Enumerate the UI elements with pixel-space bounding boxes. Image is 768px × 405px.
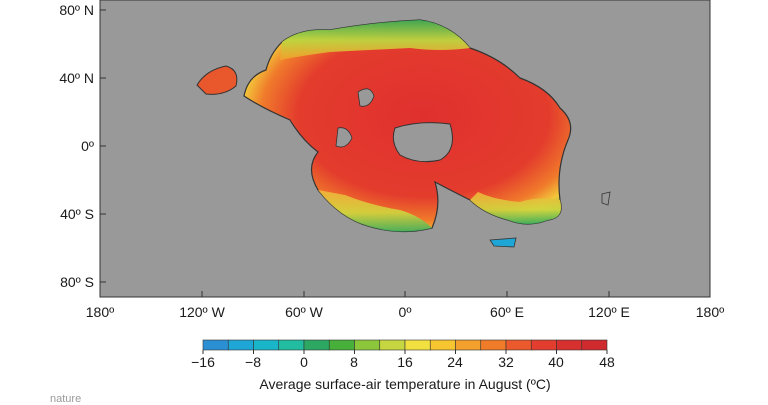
colorbar-segment bbox=[556, 339, 583, 351]
x-tick-label: 120º W bbox=[179, 304, 225, 320]
colorbar-segment bbox=[429, 339, 456, 351]
colorbar-tick-label: −8 bbox=[245, 354, 261, 370]
colorbar-tick-label: 0 bbox=[300, 354, 308, 370]
y-tick-label: 80º N bbox=[59, 2, 94, 18]
colorbar-label: Average surface-air temperature in Augus… bbox=[259, 376, 550, 392]
y-tick-label: 40º S bbox=[60, 206, 94, 222]
x-tick-label: 60º E bbox=[490, 304, 524, 320]
colorbar-segment bbox=[530, 339, 557, 351]
colorbar-segment bbox=[328, 339, 355, 351]
colorbar-segment bbox=[379, 339, 406, 351]
y-axis-labels: 80º N 40º N 0º 40º S 80º S bbox=[59, 2, 94, 290]
colorbar-tick-labels: −16 −8 0 8 16 24 32 40 48 bbox=[191, 354, 615, 370]
colorbar-tick-label: −16 bbox=[191, 354, 215, 370]
x-tick-label: 0º bbox=[399, 304, 412, 320]
x-tick-label: 180º bbox=[86, 304, 114, 320]
x-tick-label: 180º bbox=[696, 304, 724, 320]
colorbar-tick-label: 32 bbox=[498, 354, 514, 370]
colorbar-segment bbox=[480, 339, 507, 351]
colorbar-segment bbox=[202, 339, 229, 351]
y-axis bbox=[100, 9, 106, 283]
x-axis-labels: 180º 120º W 60º W 0º 60º E 120º E 180º bbox=[86, 304, 724, 320]
colorbar-segment bbox=[278, 339, 305, 351]
colorbar-segment bbox=[253, 339, 280, 351]
colorbar-tick-label: 24 bbox=[447, 354, 463, 370]
colorbar-segment bbox=[227, 339, 254, 351]
y-tick-label: 40º N bbox=[59, 70, 94, 86]
supercontinent-landmass bbox=[196, 19, 611, 248]
colorbar-segment bbox=[354, 339, 381, 351]
colorbar-segment bbox=[505, 339, 532, 351]
y-tick-label: 80º S bbox=[60, 274, 94, 290]
nature-credit: nature bbox=[50, 393, 82, 405]
colorbar-tick-label: 8 bbox=[350, 354, 358, 370]
colorbar-segment bbox=[581, 339, 608, 351]
y-tick-label: 0º bbox=[81, 138, 94, 154]
colorbar-segment bbox=[404, 339, 431, 351]
colorbar-segment bbox=[303, 339, 330, 351]
x-tick-label: 60º W bbox=[285, 304, 324, 320]
x-tick-label: 120º E bbox=[588, 304, 630, 320]
colorbar-tick-label: 48 bbox=[599, 354, 615, 370]
colorbar bbox=[202, 339, 608, 354]
colorbar-tick-label: 16 bbox=[397, 354, 413, 370]
colorbar-tick-label: 40 bbox=[548, 354, 564, 370]
colorbar-segment bbox=[455, 339, 482, 351]
x-axis bbox=[99, 291, 711, 297]
